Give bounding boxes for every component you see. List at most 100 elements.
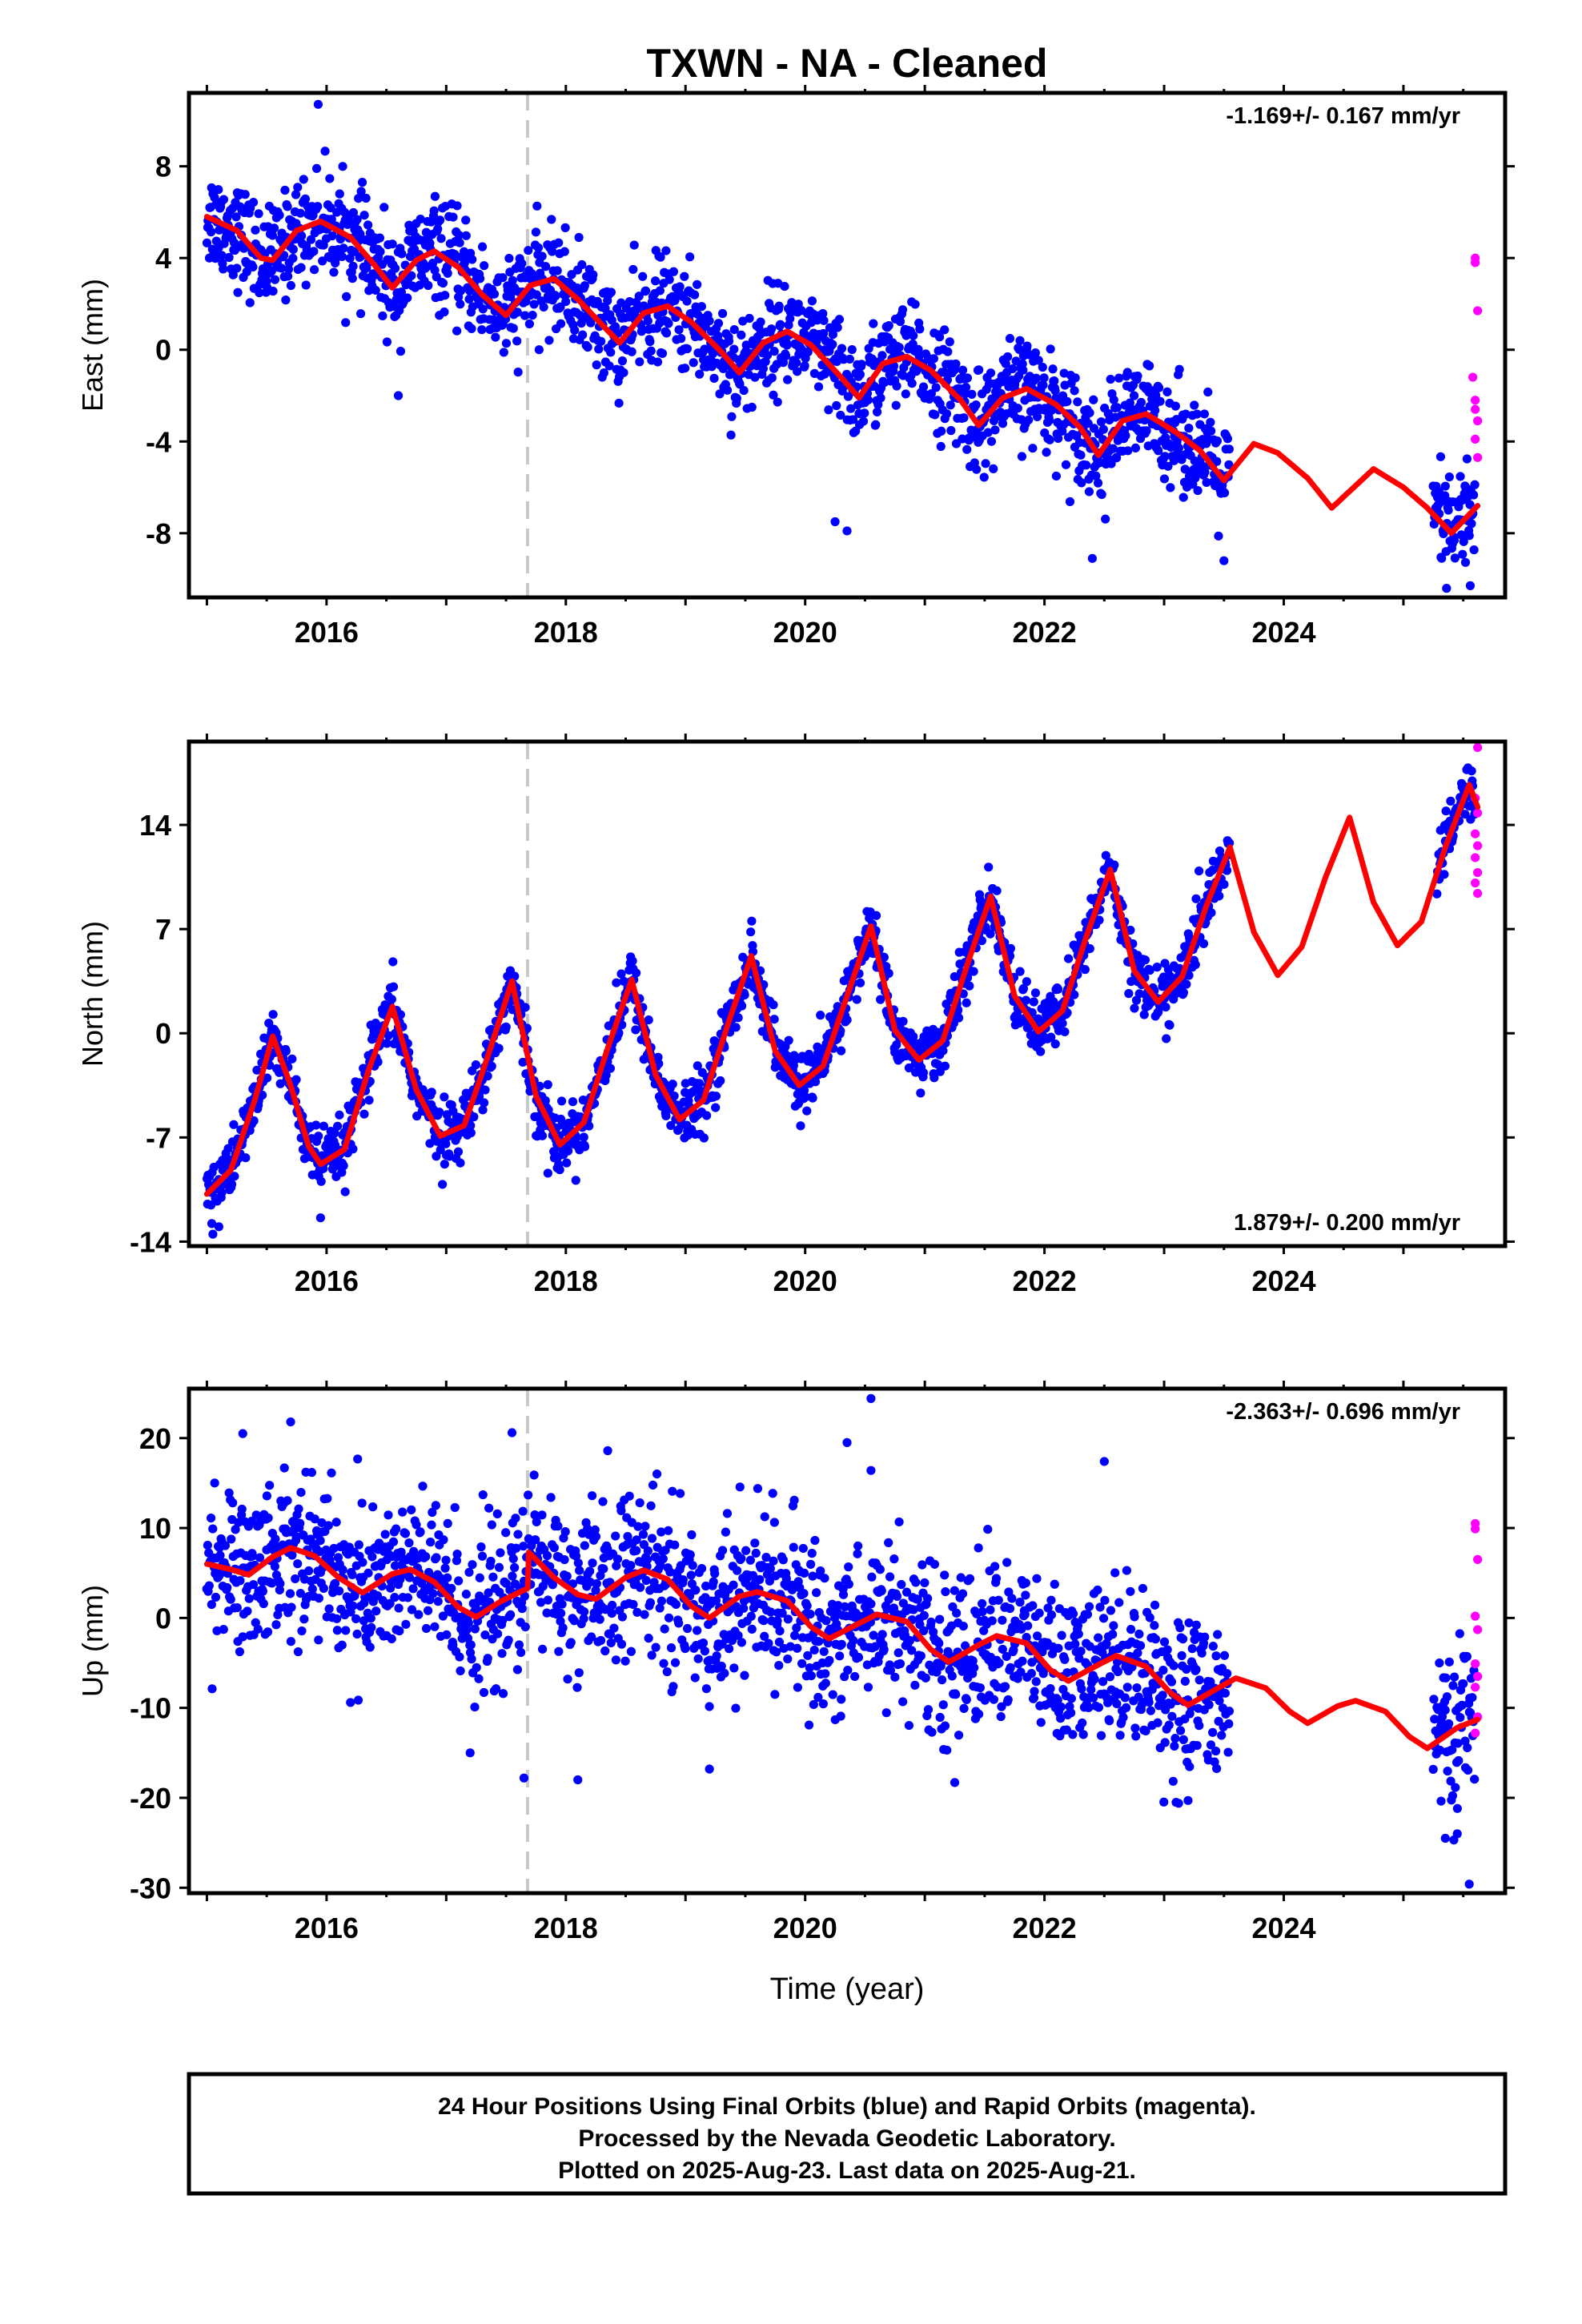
data-point <box>580 281 589 291</box>
data-point <box>512 1543 521 1553</box>
data-point <box>821 1669 830 1679</box>
data-point <box>1191 959 1200 970</box>
data-point <box>1140 955 1150 965</box>
data-point <box>242 267 251 276</box>
data-point <box>810 1535 820 1546</box>
data-point <box>572 1683 582 1692</box>
data-point <box>747 1624 757 1634</box>
east-frame <box>187 90 1508 600</box>
data-point <box>307 1468 317 1478</box>
data-point <box>885 1666 895 1675</box>
data-point <box>519 1542 528 1551</box>
data-point <box>1471 853 1480 862</box>
data-point <box>501 1578 511 1588</box>
data-point <box>686 1570 696 1580</box>
data-point <box>340 1187 350 1196</box>
data-point <box>624 297 634 307</box>
data-point <box>709 1577 718 1586</box>
data-point <box>715 389 725 399</box>
data-point <box>518 1506 528 1516</box>
data-point <box>731 1023 741 1032</box>
data-point <box>947 1671 957 1681</box>
data-point <box>1202 477 1211 488</box>
data-point <box>339 243 348 253</box>
data-point <box>580 1541 589 1550</box>
data-point <box>600 1646 610 1656</box>
data-point <box>810 1077 821 1087</box>
data-point <box>813 1692 823 1703</box>
data-point <box>299 175 308 184</box>
data-point <box>1018 365 1028 375</box>
data-point <box>228 1498 238 1508</box>
data-point <box>506 292 516 301</box>
data-point <box>909 331 918 340</box>
data-point <box>330 1140 340 1150</box>
data-point <box>1018 983 1028 994</box>
data-point <box>1473 841 1483 850</box>
data-point <box>1133 371 1142 381</box>
data-point <box>830 517 840 527</box>
data-point <box>592 360 601 370</box>
data-point <box>568 1097 578 1107</box>
data-point <box>733 1566 742 1575</box>
data-point <box>746 1611 756 1621</box>
data-point <box>852 995 861 1004</box>
data-point <box>731 1703 741 1713</box>
data-point <box>890 1672 900 1682</box>
east-y-tick-label: 4 <box>155 242 171 275</box>
data-point <box>324 1604 334 1614</box>
data-point <box>638 271 648 281</box>
data-point <box>675 282 685 292</box>
data-point <box>940 325 950 335</box>
data-point <box>1180 464 1190 474</box>
data-point <box>666 1643 677 1653</box>
data-point <box>215 1550 225 1560</box>
data-point <box>916 1088 926 1098</box>
data-point <box>537 1131 548 1140</box>
data-point <box>656 252 665 262</box>
data-point <box>729 344 739 354</box>
data-point <box>338 162 347 171</box>
data-point <box>524 246 533 255</box>
data-point <box>228 270 238 279</box>
data-point <box>694 1079 705 1088</box>
data-point <box>688 1561 697 1570</box>
data-point <box>498 1689 508 1699</box>
data-point <box>1184 971 1194 980</box>
data-point <box>599 1564 608 1574</box>
data-point <box>596 1570 605 1581</box>
data-point <box>287 1602 296 1612</box>
data-point <box>288 244 298 255</box>
data-point <box>566 1638 576 1647</box>
data-point <box>1136 397 1146 408</box>
data-point <box>311 163 322 174</box>
data-point <box>1070 373 1080 383</box>
data-point <box>1473 867 1483 878</box>
data-point <box>643 1546 653 1556</box>
data-point <box>979 472 989 482</box>
data-point <box>464 1567 474 1577</box>
data-point <box>700 1647 709 1656</box>
data-point <box>347 274 357 283</box>
data-point <box>1442 584 1452 593</box>
data-point <box>207 1219 217 1228</box>
data-point <box>524 1534 533 1544</box>
data-point <box>821 1616 831 1626</box>
data-point <box>965 981 974 991</box>
data-point <box>1002 1651 1011 1662</box>
data-point <box>733 1013 743 1023</box>
data-point <box>230 1172 239 1181</box>
data-point <box>486 1556 496 1566</box>
data-point <box>915 324 925 334</box>
data-point <box>330 1128 339 1138</box>
data-point <box>1034 356 1043 365</box>
data-point <box>583 342 592 352</box>
data-point <box>1038 380 1048 390</box>
data-point <box>1192 409 1202 419</box>
data-point <box>586 318 596 328</box>
data-point <box>1224 460 1234 469</box>
data-point <box>611 322 620 332</box>
data-point <box>398 1507 408 1517</box>
data-point <box>508 1554 518 1564</box>
